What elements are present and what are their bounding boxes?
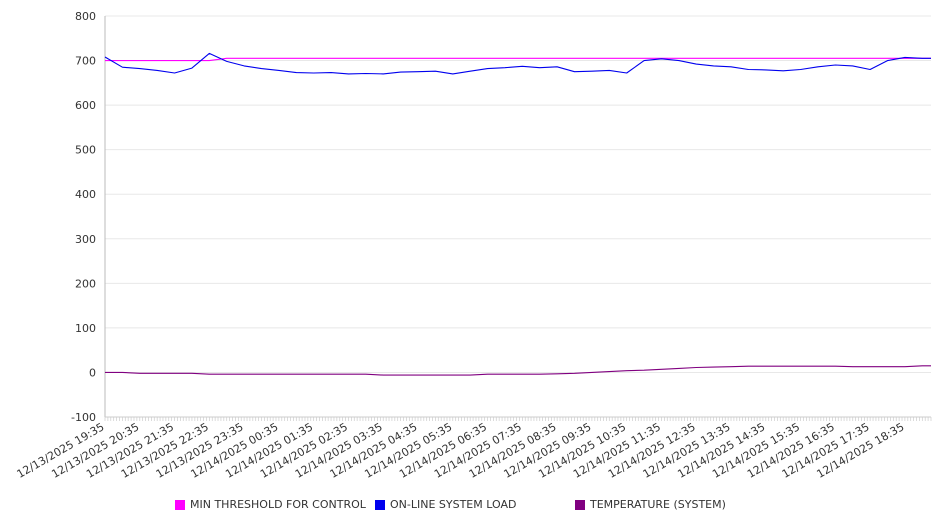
y-tick-label: 800 (75, 10, 96, 23)
series-line-min-threshold-for-control (105, 57, 931, 62)
legend-label: MIN THRESHOLD FOR CONTROL (190, 498, 366, 511)
series-line-on-line-system-load (104, 52, 931, 75)
y-tick-label: 200 (75, 277, 96, 290)
y-tick-label: 100 (75, 322, 96, 335)
legend-swatch (175, 499, 185, 510)
legend: MIN THRESHOLD FOR CONTROL ON-LINE SYSTEM… (0, 498, 946, 514)
y-tick-label: 400 (75, 188, 96, 201)
series-lines (104, 52, 931, 376)
legend-item-load[interactable]: ON-LINE SYSTEM LOAD (375, 498, 516, 511)
y-tick-label: 700 (75, 55, 96, 68)
y-tick-label: 0 (89, 366, 96, 379)
y-tick-label: 600 (75, 99, 96, 112)
y-axis: 800 700 600 500 400 300 200 100 0 -100 (71, 10, 106, 424)
legend-label: ON-LINE SYSTEM LOAD (390, 498, 517, 511)
y-tick-label: 300 (75, 233, 96, 246)
y-tick-label: -100 (71, 411, 96, 424)
legend-swatch (575, 499, 585, 510)
legend-item-temperature[interactable]: TEMPERATURE (SYSTEM) (575, 498, 726, 511)
legend-label: TEMPERATURE (SYSTEM) (590, 498, 726, 511)
grid-lines (105, 15, 931, 418)
legend-swatch (375, 499, 385, 510)
y-tick-label: 500 (75, 144, 96, 157)
legend-item-threshold[interactable]: MIN THRESHOLD FOR CONTROL (175, 498, 366, 511)
series-line-temperature-system (105, 365, 931, 376)
